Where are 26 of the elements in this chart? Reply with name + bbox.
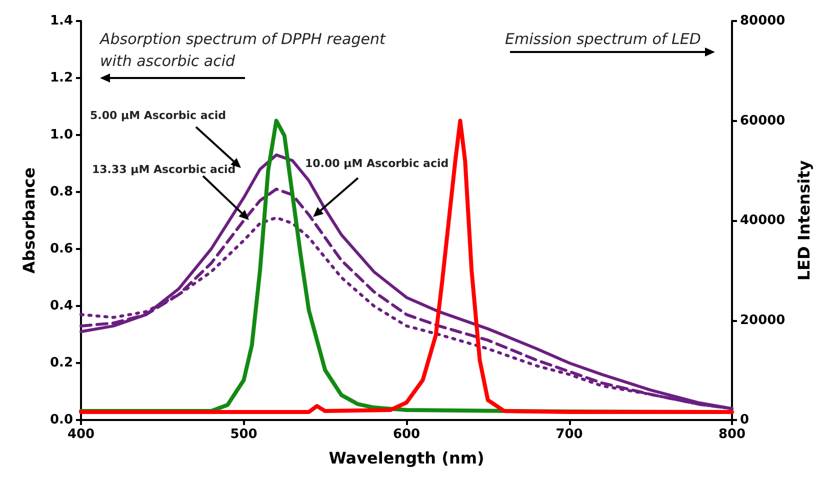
x-tick-label: 600 — [392, 427, 420, 442]
y-tick-label: 0.6 — [50, 242, 73, 256]
y-tick-label: 0.0 — [50, 412, 73, 428]
y2-axis-title: LED Intensity — [794, 160, 814, 281]
x-tick-label: 400 — [67, 427, 95, 442]
annotation: Absorption spectrum of DPPH reagent with ascorbic acid — [99, 30, 390, 70]
x-tick-label: 500 — [230, 427, 258, 442]
y2-tick-label: 0 — [740, 412, 750, 428]
text: 10.00 µM Ascorbic acid — [305, 157, 449, 170]
y-tick-label: 0.8 — [50, 184, 73, 200]
text: 13.33 µM Ascorbic acid — [92, 163, 236, 176]
y2-tick-label: 60000 — [740, 113, 786, 128]
x-tick-label: 700 — [556, 427, 583, 442]
y-tick-label: 1.2 — [50, 70, 73, 86]
y2-tick-label: 20000 — [740, 312, 786, 328]
y-tick-label: 0.2 — [50, 356, 73, 370]
y-axis-title: Absorbance — [20, 167, 38, 274]
y-tick-label: 1.0 — [50, 128, 73, 142]
y2-tick-label: 40000 — [740, 213, 786, 228]
y2-tick-label: 80000 — [740, 14, 786, 28]
y-tick-label: 1.4 — [50, 14, 73, 28]
x-tick-label: 800 — [718, 427, 746, 442]
annotation: Emission spectrum of LED — [505, 30, 701, 48]
y-tick-label: 0.4 — [50, 298, 73, 314]
x-axis-title: Wavelength (nm) — [328, 448, 484, 468]
text: 5.00 µM Ascorbic acid — [90, 109, 226, 122]
